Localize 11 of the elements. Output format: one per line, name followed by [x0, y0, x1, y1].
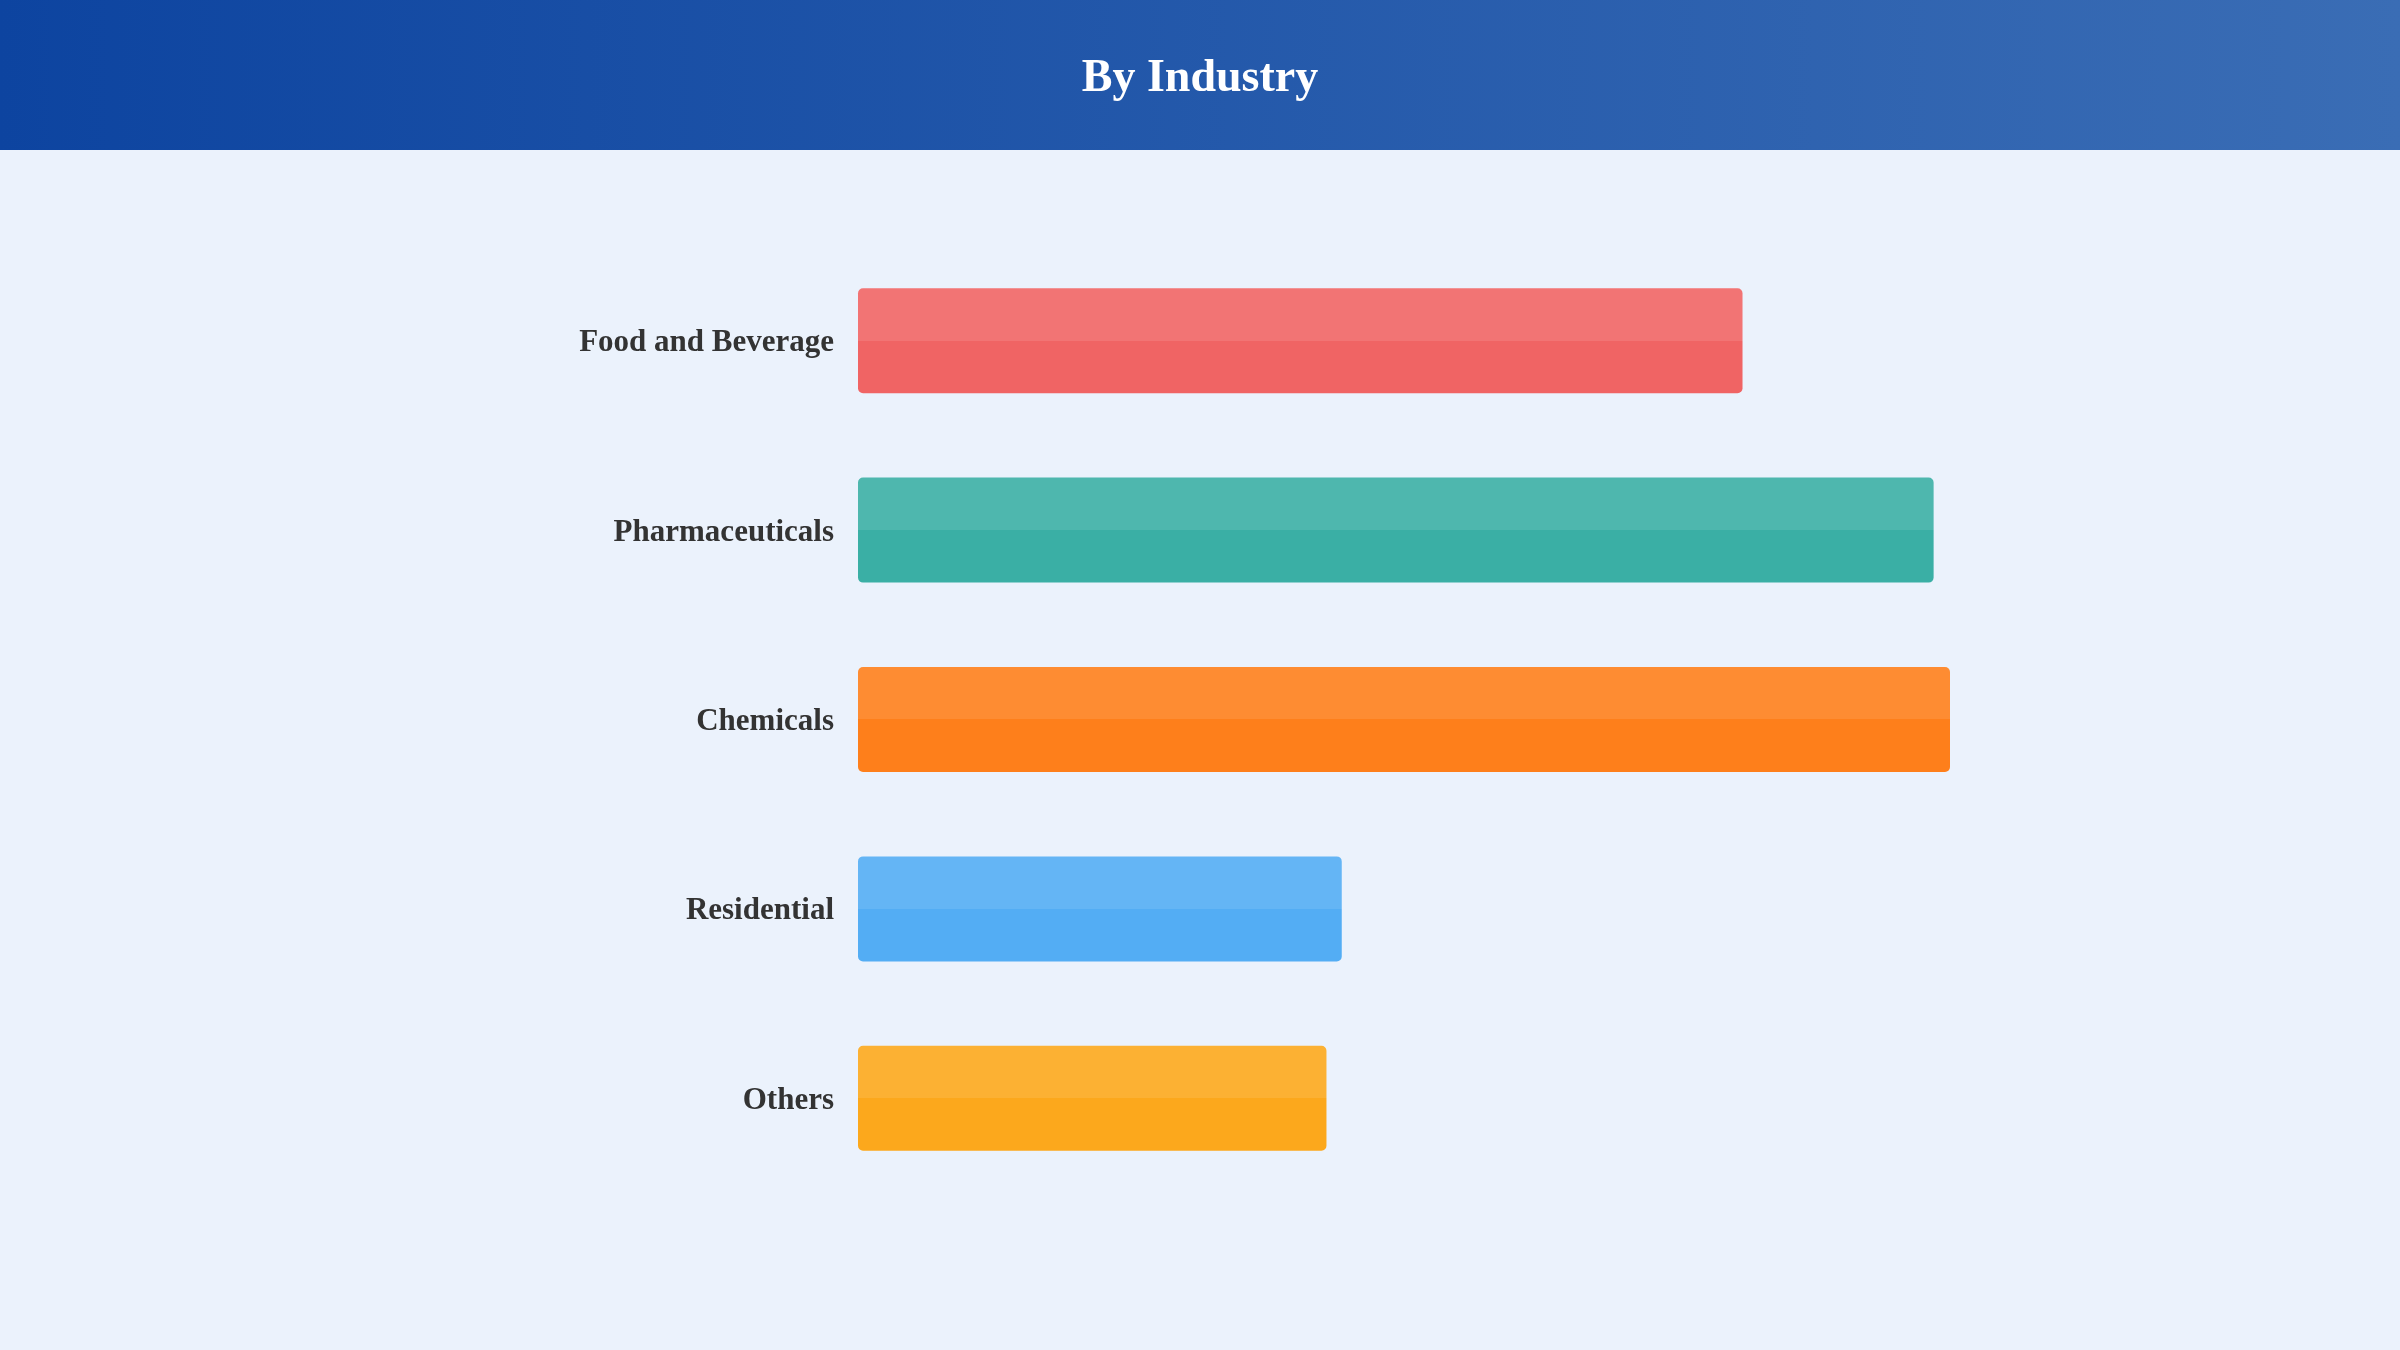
bar: [858, 288, 1743, 394]
y-tick-label: Residential: [685, 891, 835, 927]
y-tick-label: Others: [742, 1080, 834, 1116]
bar: [858, 856, 1342, 962]
y-tick-label: Pharmaceuticals: [613, 512, 834, 548]
bar: [858, 477, 1934, 583]
bar: [858, 667, 1950, 772]
y-tick-label: Food and Beverage: [579, 323, 834, 359]
bar: [858, 1045, 1327, 1151]
y-tick-label: Chemicals: [696, 702, 834, 737]
chart-title: By Industry: [0, 0, 2400, 150]
